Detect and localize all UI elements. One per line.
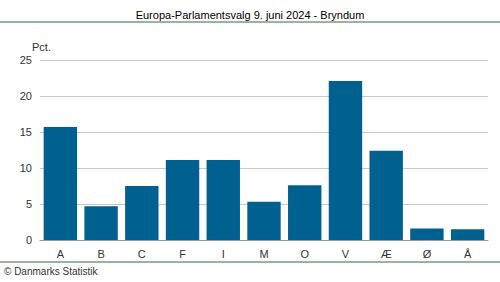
- svg-text:F: F: [179, 248, 186, 260]
- svg-text:Europa-Parlamentsvalg 9. juni: Europa-Parlamentsvalg 9. juni 2024 - Bry…: [136, 9, 365, 21]
- svg-text:C: C: [138, 248, 146, 260]
- svg-text:10: 10: [20, 162, 32, 174]
- svg-text:© Danmarks Statistik: © Danmarks Statistik: [4, 266, 99, 277]
- svg-text:V: V: [342, 248, 350, 260]
- svg-text:O: O: [300, 248, 309, 260]
- svg-text:0: 0: [26, 234, 32, 246]
- svg-text:Æ: Æ: [381, 248, 392, 260]
- svg-text:5: 5: [26, 198, 32, 210]
- svg-text:A: A: [57, 248, 65, 260]
- svg-text:Å: Å: [464, 248, 472, 260]
- svg-text:Ø: Ø: [423, 248, 432, 260]
- svg-text:Pct.: Pct.: [32, 41, 51, 53]
- svg-text:M: M: [259, 248, 268, 260]
- svg-text:20: 20: [20, 90, 32, 102]
- svg-text:B: B: [97, 248, 104, 260]
- svg-text:25: 25: [20, 54, 32, 66]
- svg-text:I: I: [222, 248, 225, 260]
- svg-text:15: 15: [20, 126, 32, 138]
